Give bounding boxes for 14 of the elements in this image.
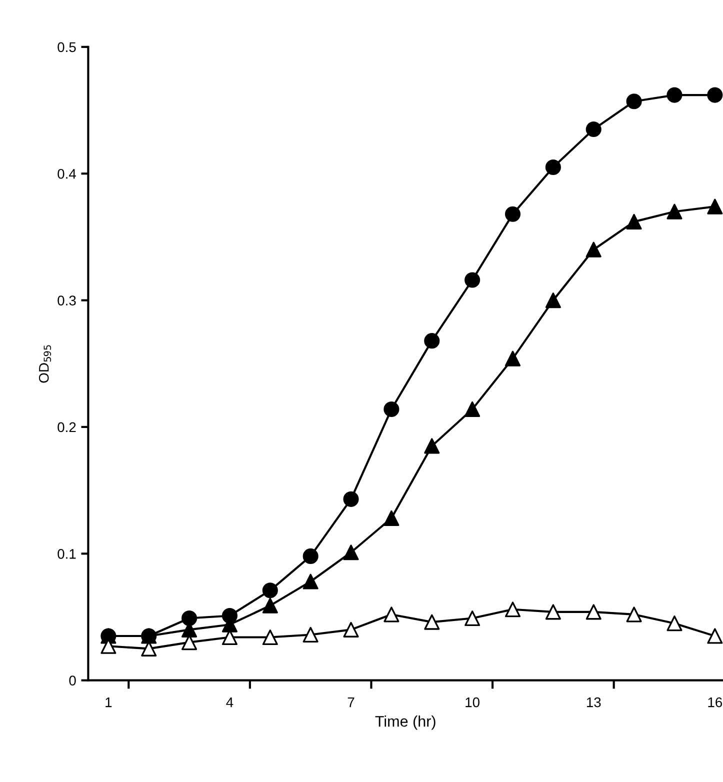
y-tick-label: 0.5 (58, 42, 76, 52)
x-tick-label: 1 (106, 698, 112, 708)
y-tick-label: 0.4 (58, 168, 76, 179)
x-tick-label: 13 (586, 697, 601, 708)
x-tick-label: 7 (348, 698, 354, 708)
x-axis-title: Time (hr) (375, 716, 436, 730)
y-tick-label: 0.1 (58, 548, 76, 559)
y-tick-label: 0.3 (58, 296, 76, 306)
x-tick-label: 10 (466, 697, 480, 708)
x-tick-label: 16 (708, 697, 722, 708)
y-axis-title: OD$_{595}$ (38, 345, 52, 383)
y-tick-label: 0.2 (58, 422, 76, 432)
y-tick-label: 0 (69, 676, 76, 686)
x-tick-label: 4 (226, 698, 234, 708)
